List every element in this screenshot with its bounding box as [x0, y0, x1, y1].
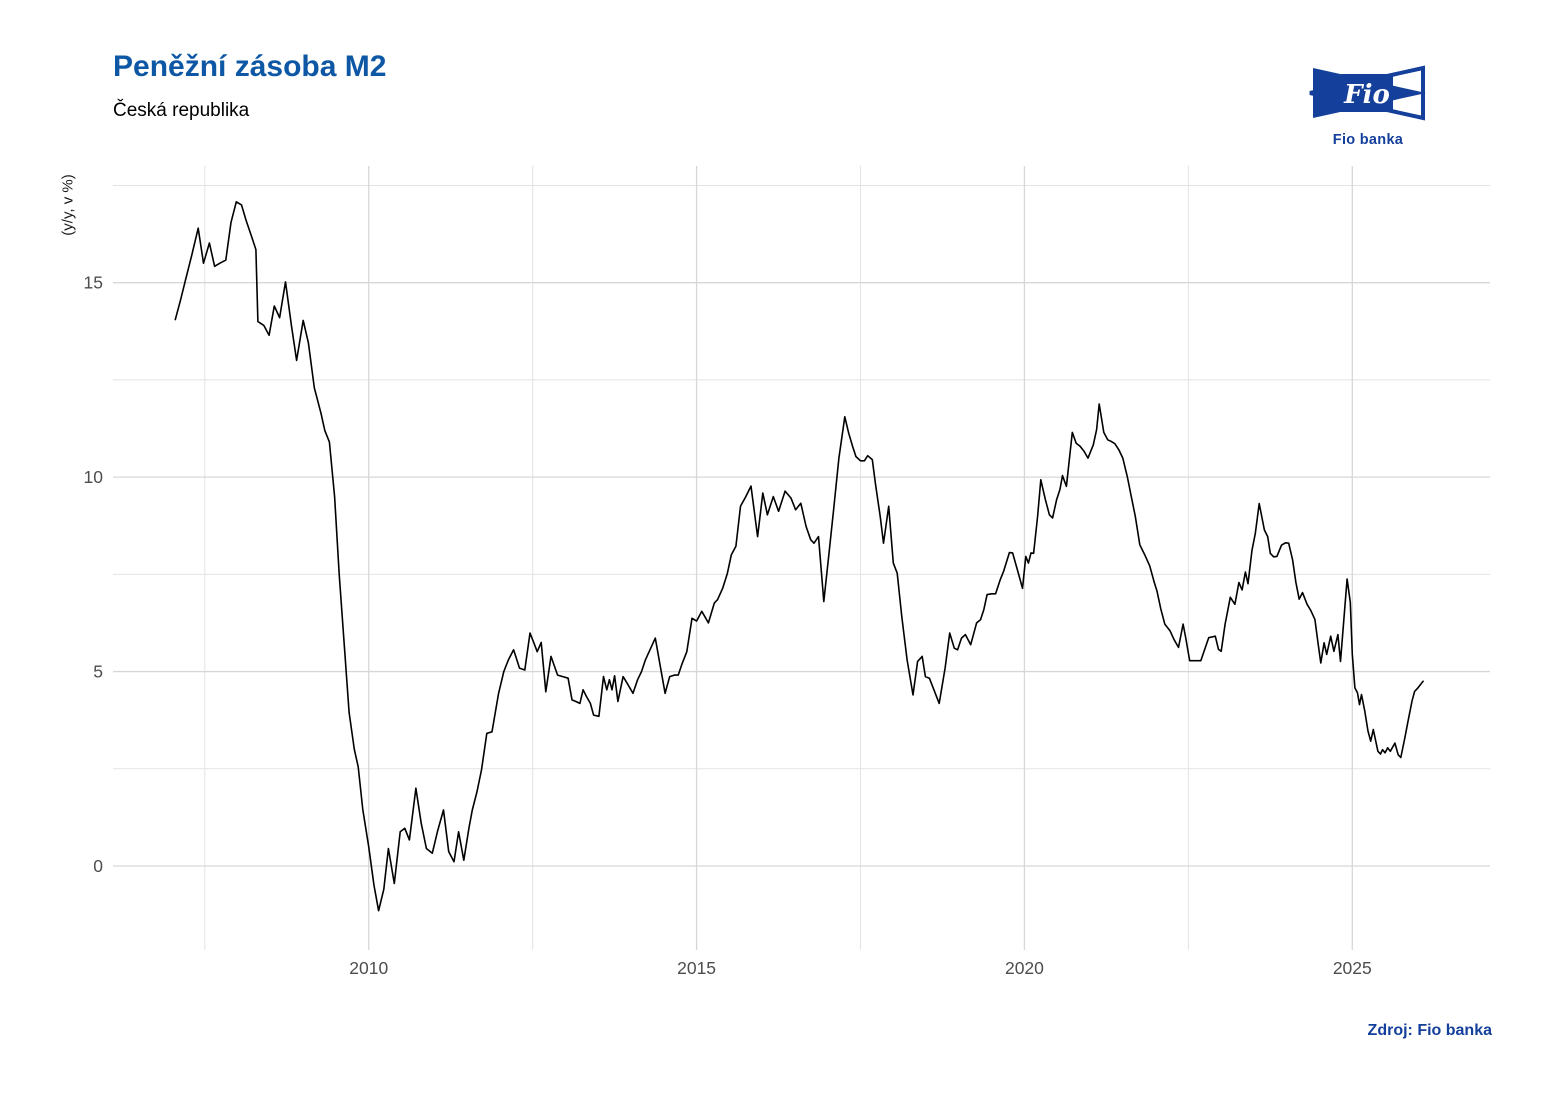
logo-monogram: Fio [1343, 80, 1390, 110]
y-tick-label: 5 [93, 662, 103, 682]
x-tick-label: 2010 [349, 958, 388, 978]
fio-logo-icon: Fio [1309, 65, 1426, 121]
fio-logo: Fio Fio banka [1306, 62, 1430, 148]
page-subtitle: Česká republika [113, 100, 250, 121]
page-title: Peněžní zásoba M2 [113, 50, 387, 83]
chart-header: Peněžní zásoba M2 Česká republika [113, 50, 386, 122]
x-tick-label: 2015 [677, 958, 716, 978]
y-tick-label: 10 [84, 467, 104, 487]
y-tick-label: 0 [93, 856, 103, 876]
fio-logo-caption: Fio banka [1332, 132, 1404, 148]
source-note: Zdroj: Fio banka [1367, 1022, 1492, 1039]
x-tick-label: 2020 [1005, 958, 1044, 978]
x-tick-label: 2025 [1333, 958, 1372, 978]
y-tick-label: 15 [84, 273, 103, 293]
m2-series-line [174, 201, 1424, 912]
logo-center-plate [1341, 74, 1393, 112]
